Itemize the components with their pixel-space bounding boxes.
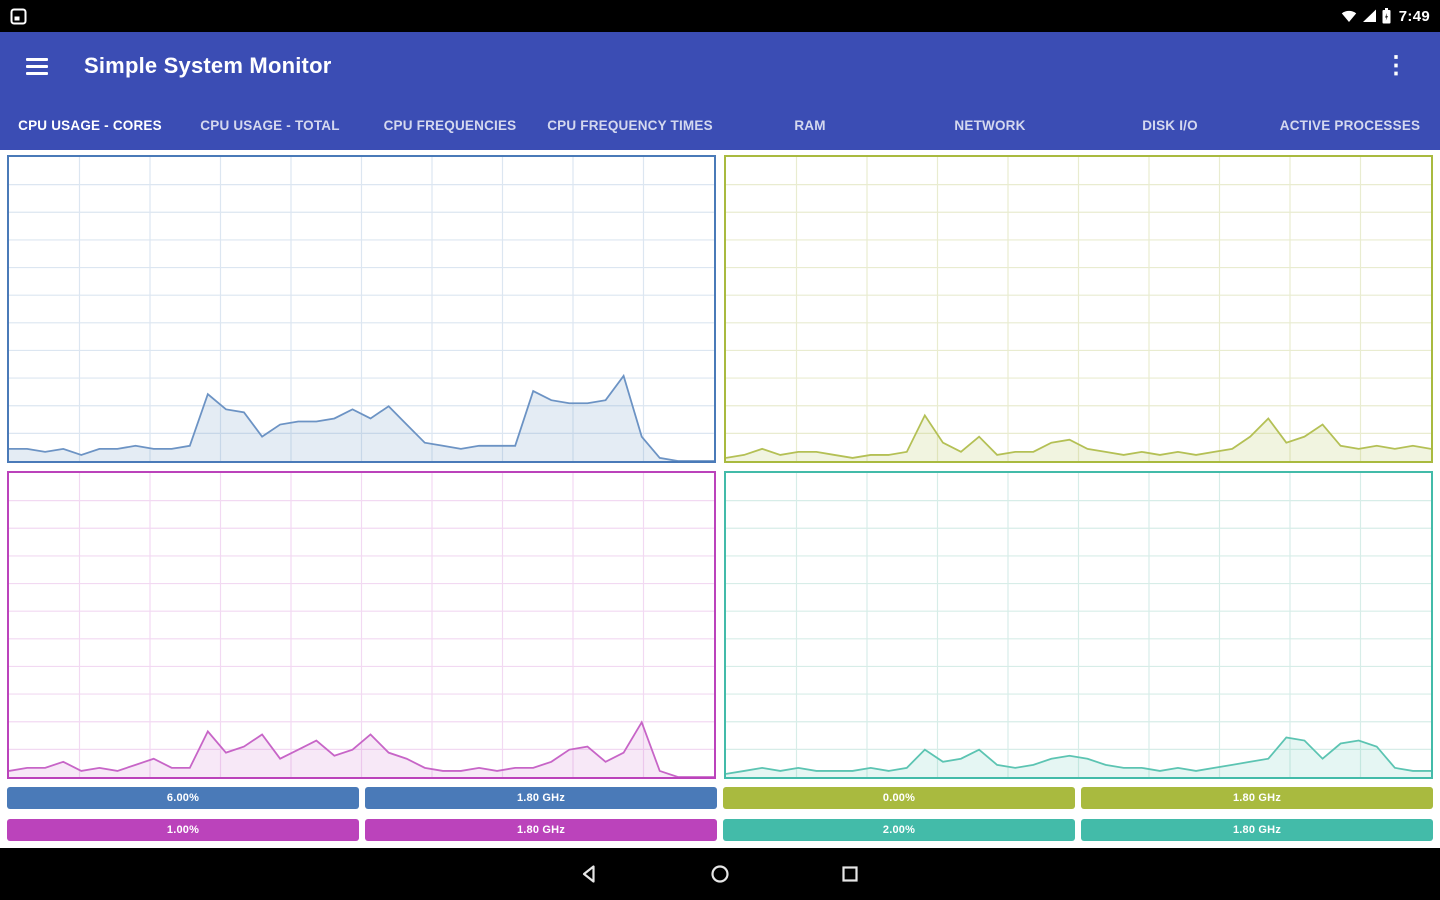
core2-usage-bar: 1.00% <box>7 819 359 841</box>
cpu-core3-chart-canvas <box>726 473 1431 777</box>
core3-usage-bar: 2.00% <box>723 819 1075 841</box>
tab-network[interactable]: NETWORK <box>954 117 1026 133</box>
recents-icon[interactable] <box>839 863 861 885</box>
cpu-core1-chart-canvas <box>726 157 1431 461</box>
tab-active-processes[interactable]: ACTIVE PROCESSES <box>1279 117 1421 133</box>
home-icon[interactable] <box>709 863 731 885</box>
screenshot-notification-icon <box>10 8 27 25</box>
hamburger-menu-icon[interactable] <box>26 57 48 75</box>
wifi-icon <box>1341 9 1357 23</box>
back-icon[interactable] <box>579 863 601 885</box>
overflow-menu-icon[interactable]: ⋮ <box>1384 52 1408 79</box>
core0-frequency-bar: 1.80 GHz <box>365 787 717 809</box>
tab-cpu-frequency-times[interactable]: CPU FREQUENCY TIMES <box>547 117 713 133</box>
tab-cpu-usage-total[interactable]: CPU USAGE - TOTAL <box>200 117 340 133</box>
footer-row-2: 1.00% 1.80 GHz 2.00% 1.80 GHz <box>0 819 1440 841</box>
cpu-core0-chart <box>7 155 716 463</box>
footer-row-1: 6.00% 1.80 GHz 0.00% 1.80 GHz <box>0 787 1440 809</box>
core1-usage-bar: 0.00% <box>723 787 1075 809</box>
tab-cpu-frequencies[interactable]: CPU FREQUENCIES <box>383 117 517 133</box>
core3-frequency-bar: 1.80 GHz <box>1081 819 1433 841</box>
charts-grid <box>0 150 1440 779</box>
tab-disk-io[interactable]: DISK I/O <box>1142 117 1198 133</box>
app-bar: Simple System Monitor ⋮ <box>0 32 1440 100</box>
app-title: Simple System Monitor <box>84 53 332 78</box>
cpu-core2-chart <box>7 471 716 779</box>
tab-ram[interactable]: RAM <box>794 117 826 133</box>
tab-bar: CPU USAGE - CORES CPU USAGE - TOTAL CPU … <box>0 100 1440 150</box>
cpu-core2-chart-canvas <box>9 473 714 777</box>
android-nav-bar <box>0 848 1440 900</box>
cell-signal-icon <box>1362 9 1377 23</box>
cpu-core1-chart <box>724 155 1433 463</box>
core1-frequency-bar: 1.80 GHz <box>1081 787 1433 809</box>
status-bar: 7:49 <box>0 0 1440 32</box>
core2-frequency-bar: 1.80 GHz <box>365 819 717 841</box>
cpu-core3-chart <box>724 471 1433 779</box>
status-time: 7:49 <box>1398 7 1430 25</box>
cpu-core0-chart-canvas <box>9 157 714 461</box>
tab-cpu-usage-cores[interactable]: CPU USAGE - CORES <box>18 117 162 133</box>
core0-usage-bar: 6.00% <box>7 787 359 809</box>
battery-icon <box>1382 8 1391 24</box>
